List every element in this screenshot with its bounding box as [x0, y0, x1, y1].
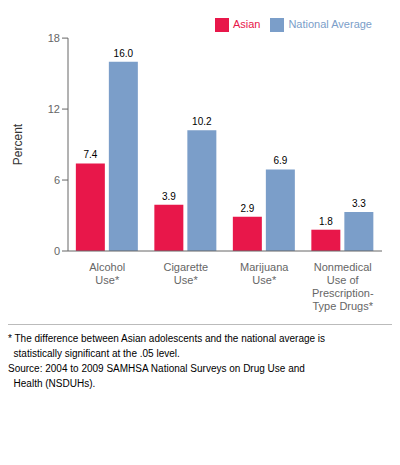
svg-text:6.9: 6.9: [273, 155, 287, 166]
html-text:statistically significant at t: statistically significant at the .05 lev…: [8, 348, 180, 359]
svg-text:7.4: 7.4: [83, 149, 97, 160]
svg-text:0: 0: [54, 245, 60, 257]
html-text:Source: 2004 to 2009 SAMHSA Na: Source: 2004 to 2009 SAMHSA National Sur…: [8, 363, 305, 374]
svg-text:10.2: 10.2: [192, 116, 212, 127]
svg-text:CigaretteUse*: CigaretteUse*: [163, 261, 208, 286]
svg-text:MarijuanaUse*: MarijuanaUse*: [240, 261, 289, 286]
svg-text:3.9: 3.9: [162, 191, 176, 202]
html-text:National Average: National Average: [288, 18, 372, 30]
svg-text:3.3: 3.3: [352, 198, 366, 209]
svg-text:1.8: 1.8: [319, 216, 333, 227]
html-text:Health (NSDUHs).: Health (NSDUHs).: [8, 378, 96, 389]
svg-text:18: 18: [48, 32, 60, 44]
svg-text:NonmedicalUse ofPrescription-T: NonmedicalUse ofPrescription-Type Drugs*: [312, 261, 374, 312]
html-text:Asian: Asian: [232, 18, 261, 30]
svg-text:12: 12: [48, 103, 60, 115]
svg-text:2.9: 2.9: [240, 203, 254, 214]
svg-text:AlcoholUse*: AlcoholUse*: [89, 261, 125, 286]
html-text:* The difference between Asian: * The difference between Asian adolescen…: [8, 333, 326, 344]
svg-text:Percent: Percent: [11, 123, 25, 165]
svg-text:6: 6: [54, 174, 60, 186]
svg-text:16.0: 16.0: [114, 48, 134, 59]
